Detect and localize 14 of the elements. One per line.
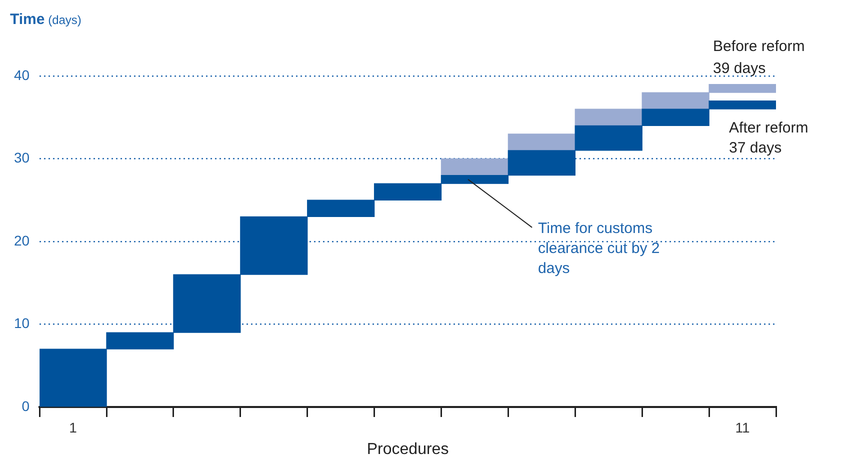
y-axis-title: Time (days) bbox=[10, 11, 82, 28]
series-label: Before reform bbox=[713, 38, 805, 55]
annotation: 39 days bbox=[713, 60, 766, 77]
annotation: 37 days bbox=[729, 139, 782, 156]
y-tick-label: 40 bbox=[14, 66, 30, 83]
x-axis-title: Procedures bbox=[366, 440, 449, 458]
x-tick-label: 11 bbox=[735, 419, 750, 436]
y-tick-label: 10 bbox=[14, 315, 30, 332]
y-tick-label: 20 bbox=[14, 232, 30, 248]
y-tick-label: 30 bbox=[14, 150, 30, 166]
annotation: Time for customs clearance cut by 2 days bbox=[538, 220, 660, 278]
y-tick-label: 0 bbox=[22, 398, 30, 414]
series-label: After reform bbox=[729, 120, 808, 137]
x-tick-label: 1 bbox=[69, 419, 78, 436]
